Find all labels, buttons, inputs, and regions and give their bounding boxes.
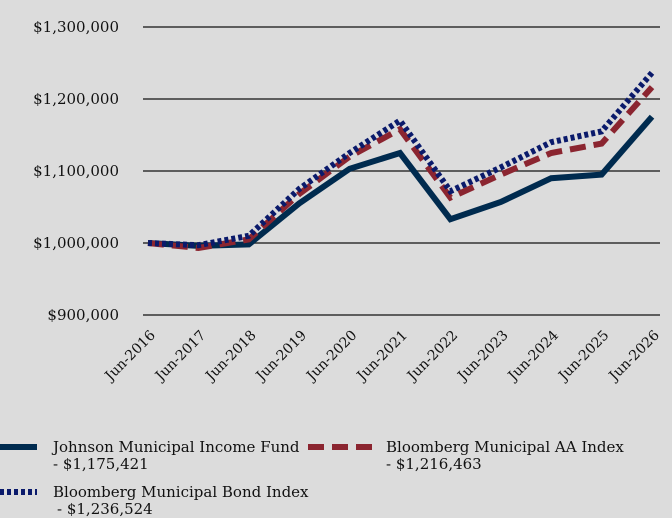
y-tick-label: $1,200,000 (33, 90, 119, 108)
y-tick-label: $1,100,000 (33, 162, 119, 180)
x-tick-label: Jun-2019 (252, 328, 310, 386)
y-axis-ticks: $900,000 $1,000,000 $1,100,000 $1,200,000 $1… (33, 18, 119, 324)
y-tick-label: $1,300,000 (33, 18, 119, 36)
x-tick-label: Jun-2025 (554, 328, 612, 386)
x-axis-ticks: Jun-2016Jun-2017Jun-2018Jun-2019Jun-2020… (101, 327, 663, 385)
x-tick-label: Jun-2023 (454, 328, 512, 386)
x-tick-label: Jun-2016 (101, 327, 159, 385)
y-tick-label: $1,000,000 (33, 234, 119, 252)
series-line-aa-index (147, 85, 655, 252)
x-tick-label: Jun-2026 (605, 327, 663, 385)
x-tick-label: Jun-2017 (151, 328, 209, 386)
gridlines (143, 26, 660, 316)
x-tick-label: Jun-2021 (353, 328, 411, 386)
series-line-bond-index (147, 70, 655, 249)
x-tick-label: Jun-2020 (302, 328, 360, 386)
x-tick-label: Jun-2022 (403, 328, 461, 386)
x-tick-label: Jun-2024 (504, 327, 562, 385)
y-tick-label: $900,000 (47, 306, 119, 324)
x-tick-label: Jun-2018 (202, 328, 260, 386)
series-line-fund (147, 114, 655, 249)
series-lines (147, 70, 655, 252)
